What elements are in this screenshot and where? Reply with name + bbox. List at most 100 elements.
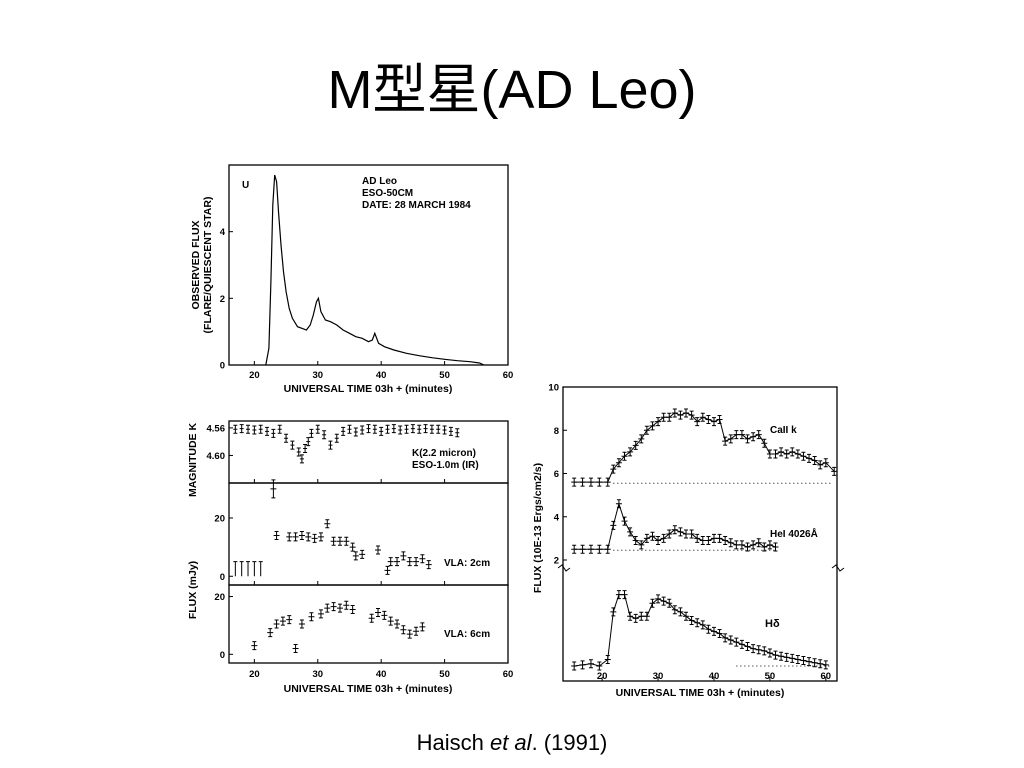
hdelta-point: [587, 659, 594, 669]
hei-point: [761, 542, 768, 552]
u-band-light-curve: [265, 174, 485, 366]
caii-k-point: [755, 430, 762, 440]
k-mag-point: [299, 454, 304, 464]
caii-k-point: [649, 421, 656, 431]
u-band-annotation-line-2: ESO-50CM: [362, 188, 413, 199]
vla-2cm-point: [425, 560, 432, 570]
hdelta-point: [655, 594, 662, 604]
optical-x-tick-label: 20: [597, 671, 608, 682]
vla-2cm-point: [352, 551, 359, 561]
k-mag-point: [429, 424, 434, 434]
k-mag-point: [455, 428, 460, 438]
k-mag-point: [448, 426, 453, 436]
vla-2cm-point: [394, 557, 401, 567]
vla-6cm-panel: 20 30 40 50 60 0 20 VLA: 6cm FLUX (mJy) UNIVER…: [187, 561, 513, 695]
u-band-y-tick-label: 4: [220, 227, 226, 238]
hei-point: [750, 540, 757, 550]
caii-k-point: [621, 451, 628, 461]
hdelta-point: [694, 618, 701, 628]
k-mag-point: [315, 424, 320, 434]
k-mag-point: [277, 424, 282, 434]
hdelta-point: [772, 650, 779, 660]
hei-point: [632, 536, 639, 546]
k-mag-point: [265, 426, 270, 436]
vla-6cm-points: [251, 600, 426, 654]
k-mag-annotation-line-1: K(2.2 micron): [412, 448, 476, 459]
vla-6cm-point: [324, 603, 331, 613]
vla-2cm-point: [286, 532, 293, 542]
vla-6cm-point: [279, 616, 286, 626]
k-mag-point: [341, 426, 346, 436]
optical-ticks: 20 30 40 50 60 2 4 6 8 10: [548, 383, 831, 683]
hdelta-point: [822, 660, 829, 670]
vla-2cm-ticks: 0 20: [214, 513, 509, 585]
vla-2cm-upper-limit: [246, 561, 251, 577]
vla-6cm-x-tick-label: 30: [312, 669, 323, 680]
vla-6cm-label: VLA: 6cm: [444, 629, 490, 640]
k-mag-point: [296, 447, 301, 457]
optical-y-axis-title: FLUX (10E-13 Ergs/cm2/s): [532, 463, 544, 593]
caii-k-point: [800, 451, 807, 461]
caii-k-point: [571, 477, 578, 487]
caii-k-point: [638, 434, 645, 444]
vla-2cm-upper-limit: [258, 561, 263, 577]
hei-point: [688, 529, 695, 539]
k-mag-point: [252, 425, 257, 435]
hdelta-point: [610, 607, 617, 617]
hdelta-point: [671, 605, 678, 615]
optical-y-tick-label: 6: [554, 469, 559, 480]
vla-6cm-point: [413, 626, 420, 636]
vla-2cm-point: [324, 519, 331, 529]
k-mag-point: [366, 424, 371, 434]
vla-6cm-point: [330, 602, 337, 612]
caii-k-point: [604, 477, 611, 487]
vla-6cm-x-tick-label: 40: [376, 669, 387, 680]
vla-2cm-point: [311, 533, 318, 543]
u-band-frame: [228, 164, 509, 366]
u-band-annotation-line-1: AD Leo: [362, 176, 397, 187]
caii-k-point: [632, 440, 639, 450]
k-mag-point: [417, 424, 422, 434]
vla-2cm-point: [298, 530, 305, 540]
caii-k-point: [772, 449, 779, 459]
caii-k-point: [766, 449, 773, 459]
hei-point: [710, 533, 717, 543]
optical-y-tick-label: 2: [554, 556, 559, 567]
hei-point: [615, 499, 622, 509]
u-band-x-tick-label: 30: [312, 370, 323, 381]
vla-6cm-y-tick-label: 0: [220, 650, 225, 661]
vla-6cm-point: [400, 625, 407, 635]
hdelta-point: [755, 645, 762, 655]
u-band-x-tick-label: 20: [249, 370, 260, 381]
vla-6cm-x-tick-label: 60: [503, 669, 514, 680]
vla-6cm-frame: [228, 584, 509, 664]
u-band-annotation-line-3: DATE: 28 MARCH 1984: [362, 200, 471, 211]
vla-2cm-point: [336, 536, 343, 546]
hdelta-point: [660, 596, 667, 606]
axis-break-left: [557, 564, 571, 572]
hdelta-point: [649, 598, 656, 608]
hdelta-line: [574, 594, 826, 667]
vla-2cm-upper-limit: [233, 561, 238, 577]
hdelta-point: [627, 611, 634, 621]
caii-k-point: [655, 417, 662, 427]
vla-2cm-point: [387, 557, 394, 567]
hdelta-point: [705, 624, 712, 634]
hei-point: [755, 538, 762, 548]
k-mag-point: [239, 424, 244, 434]
hei-point: [655, 536, 662, 546]
caii-k-point: [722, 436, 729, 446]
k-mag-ticks: 4.56 4.60: [207, 423, 509, 483]
hei-point: [587, 544, 594, 554]
hdelta-point: [778, 651, 785, 661]
caii-k-point: [806, 453, 813, 463]
vla-2cm-y-tick-label: 0: [220, 572, 225, 583]
caii-k-point: [666, 412, 673, 422]
vla-2cm-point: [359, 549, 366, 559]
k-mag-point: [303, 444, 308, 454]
k-mag-point: [233, 424, 238, 434]
hei-point: [694, 533, 701, 543]
hdelta-point: [615, 590, 622, 600]
hei-point: [579, 544, 586, 554]
